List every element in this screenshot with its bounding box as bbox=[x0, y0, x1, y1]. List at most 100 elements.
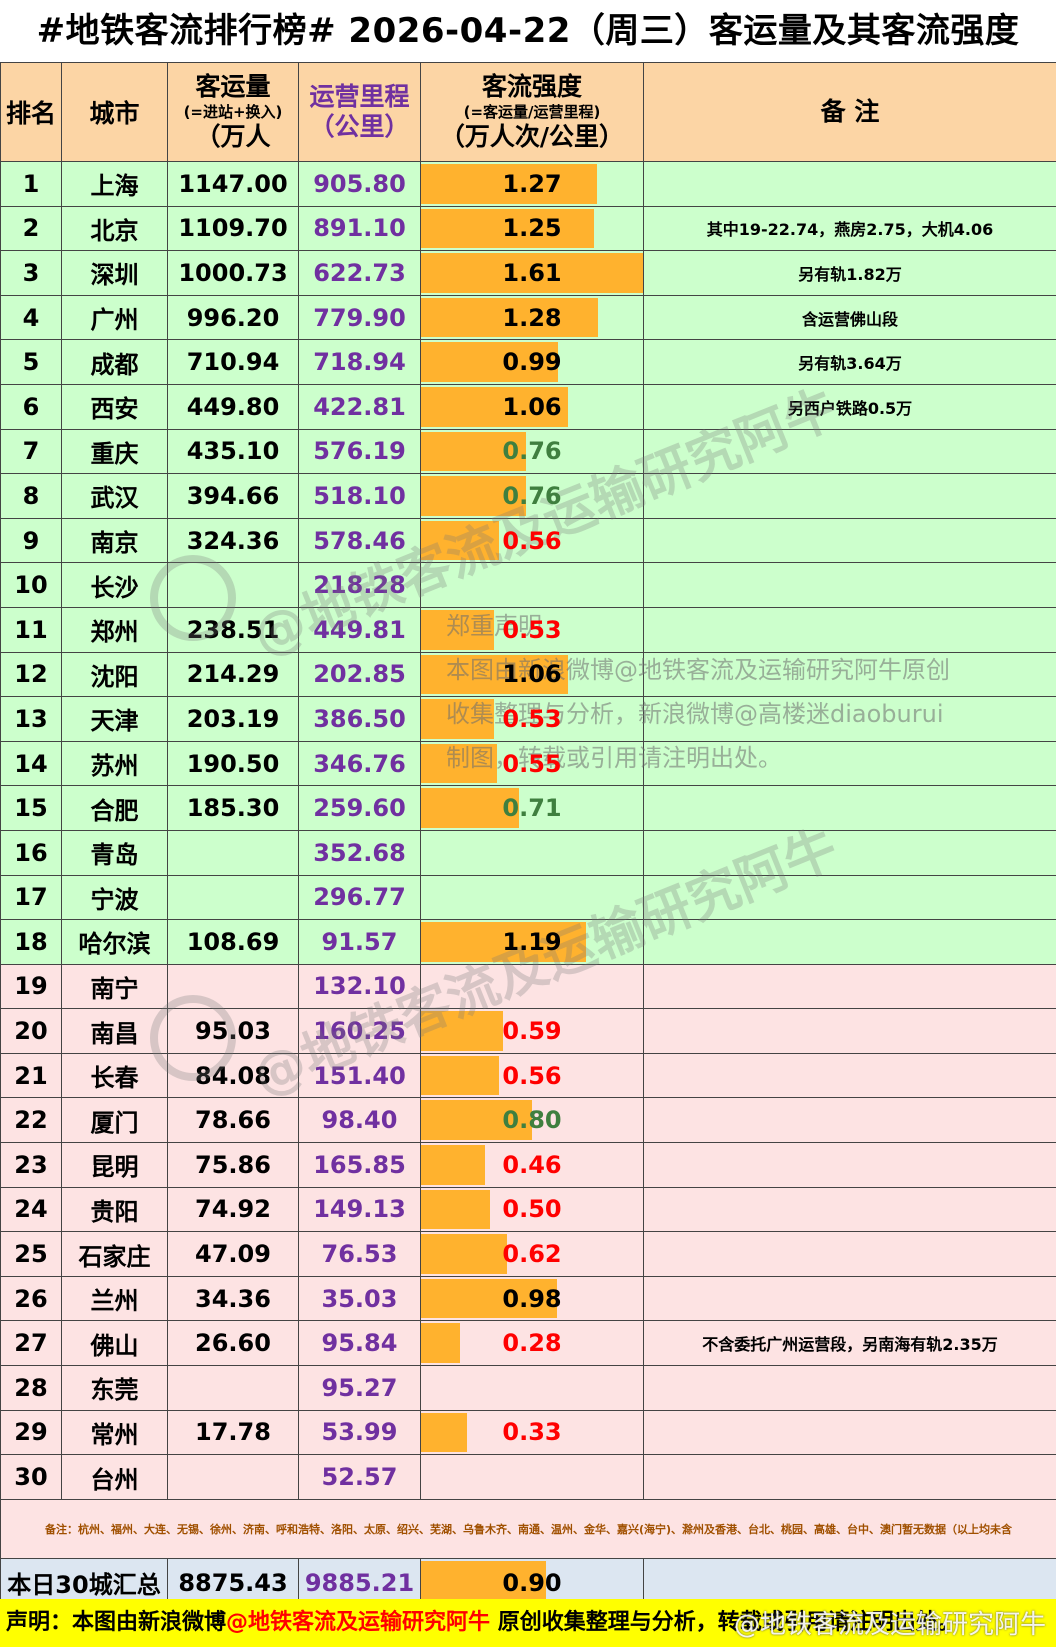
header-volume: 客运量 (=进站+换入) （万人 bbox=[167, 62, 299, 162]
flow-cell: 1.19 bbox=[420, 919, 644, 965]
table-row: 30 台州 52.57 bbox=[0, 1454, 1056, 1500]
km-cell: 218.28 bbox=[298, 562, 421, 608]
header-row: 排名 城市 客运量 (=进站+换入) （万人 运营里程 （公里） 客流强度 (=… bbox=[0, 62, 1056, 162]
note-cell bbox=[643, 785, 1056, 831]
city-cell: 深圳 bbox=[61, 250, 168, 296]
flow-value: 0.28 bbox=[502, 1329, 562, 1358]
flow-bar bbox=[421, 1011, 503, 1051]
flow-cell: 0.53 bbox=[420, 606, 644, 653]
volume-cell: 84.08 bbox=[167, 1052, 299, 1099]
km-cell: 891.10 bbox=[298, 205, 421, 252]
km-cell: 622.73 bbox=[298, 250, 421, 296]
flow-cell: 1.28 bbox=[420, 294, 644, 341]
city-cell: 长沙 bbox=[61, 562, 168, 608]
header-km: 运营里程 （公里） bbox=[298, 62, 421, 162]
flow-cell: 0.56 bbox=[420, 1052, 644, 1099]
flow-bar bbox=[421, 1189, 490, 1230]
city-cell: 成都 bbox=[61, 339, 168, 385]
km-cell: 98.40 bbox=[298, 1097, 421, 1144]
footnote-text: 备注：杭州、福州、大连、无锡、徐州、济南、呼和浩特、洛阳、太原、绍兴、芜湖、乌鲁… bbox=[0, 1498, 1056, 1559]
km-cell: 352.68 bbox=[298, 829, 421, 876]
declaration-suffix: 原创收集整理与分析，转载或引用请注明出处。 bbox=[490, 1610, 960, 1635]
city-cell: 沈阳 bbox=[61, 651, 168, 698]
volume-cell: 190.50 bbox=[167, 740, 299, 787]
flow-value: 0.80 bbox=[502, 1106, 562, 1135]
km-cell: 386.50 bbox=[298, 696, 421, 742]
flow-value: 1.61 bbox=[502, 258, 562, 287]
note-cell bbox=[643, 740, 1056, 787]
km-cell: 76.53 bbox=[298, 1231, 421, 1277]
volume-cell: 47.09 bbox=[167, 1231, 299, 1277]
volume-cell: 108.69 bbox=[167, 919, 299, 965]
flow-bar bbox=[421, 609, 494, 650]
note-cell bbox=[643, 829, 1056, 876]
note-cell bbox=[643, 428, 1056, 475]
flow-bar bbox=[421, 386, 568, 427]
rank-cell: 29 bbox=[0, 1409, 62, 1456]
rank-cell: 27 bbox=[0, 1320, 62, 1367]
rank-cell: 20 bbox=[0, 1008, 62, 1054]
flow-value: 0.50 bbox=[502, 1195, 562, 1224]
flow-value: 0.62 bbox=[502, 1240, 562, 1269]
volume-cell: 75.86 bbox=[167, 1142, 299, 1188]
flow-value: 0.98 bbox=[502, 1284, 562, 1313]
city-cell: 常州 bbox=[61, 1409, 168, 1456]
volume-cell bbox=[167, 562, 299, 608]
city-cell: 长春 bbox=[61, 1052, 168, 1099]
volume-cell: 238.51 bbox=[167, 606, 299, 653]
note-cell bbox=[643, 1231, 1056, 1277]
city-cell: 郑州 bbox=[61, 606, 168, 653]
volume-cell: 17.78 bbox=[167, 1409, 299, 1456]
table-row: 10 长沙 218.28 bbox=[0, 562, 1056, 608]
city-cell: 厦门 bbox=[61, 1097, 168, 1144]
table-row: 28 东莞 95.27 bbox=[0, 1365, 1056, 1411]
flow-cell: 0.76 bbox=[420, 428, 644, 475]
city-cell: 青岛 bbox=[61, 829, 168, 876]
table-row: 5 成都 710.94 718.94 0.99 另有轨3.64万 bbox=[0, 339, 1056, 385]
volume-cell: 324.36 bbox=[167, 517, 299, 564]
km-cell: 35.03 bbox=[298, 1275, 421, 1322]
note-cell bbox=[643, 874, 1056, 921]
rank-cell: 28 bbox=[0, 1365, 62, 1411]
flow-cell: 1.61 bbox=[420, 250, 644, 296]
km-cell: 149.13 bbox=[298, 1186, 421, 1233]
volume-cell bbox=[167, 963, 299, 1010]
volume-cell: 1000.73 bbox=[167, 250, 299, 296]
volume-cell: 435.10 bbox=[167, 428, 299, 475]
note-cell bbox=[643, 1186, 1056, 1233]
flow-cell: 1.27 bbox=[420, 161, 644, 207]
flow-value: 0.33 bbox=[502, 1418, 562, 1447]
flow-value: 0.99 bbox=[502, 348, 562, 377]
rank-cell: 8 bbox=[0, 473, 62, 519]
flow-cell bbox=[420, 963, 644, 1010]
rank-cell: 24 bbox=[0, 1186, 62, 1233]
note-cell: 其中19-22.74，燕房2.75，大机4.06 bbox=[643, 205, 1056, 252]
header-note: 备 注 bbox=[643, 62, 1056, 162]
city-cell: 西安 bbox=[61, 383, 168, 430]
note-cell bbox=[643, 1454, 1056, 1500]
flow-cell: 0.50 bbox=[420, 1186, 644, 1233]
flow-bar bbox=[421, 431, 526, 472]
table-row: 27 佛山 26.60 95.84 0.28 不含委托广州运营段，另南海有轨2.35万 bbox=[0, 1320, 1056, 1367]
note-cell bbox=[643, 963, 1056, 1010]
header-volume-formula: (=进站+换入) bbox=[183, 103, 283, 121]
rank-cell: 12 bbox=[0, 651, 62, 698]
volume-cell: 74.92 bbox=[167, 1186, 299, 1233]
table-row: 7 重庆 435.10 576.19 0.76 bbox=[0, 428, 1056, 475]
flow-cell: 0.76 bbox=[420, 473, 644, 519]
flow-bar bbox=[421, 1412, 467, 1453]
flow-bar bbox=[421, 476, 526, 516]
flow-bar bbox=[421, 1055, 499, 1096]
note-cell bbox=[643, 473, 1056, 519]
city-cell: 南昌 bbox=[61, 1008, 168, 1054]
note-cell: 不含委托广州运营段，另南海有轨2.35万 bbox=[643, 1320, 1056, 1367]
volume-cell bbox=[167, 1454, 299, 1500]
city-cell: 佛山 bbox=[61, 1320, 168, 1367]
table-row: 25 石家庄 47.09 76.53 0.62 bbox=[0, 1231, 1056, 1277]
declaration-handle-link[interactable]: @地铁客流及运输研究阿牛 bbox=[226, 1610, 491, 1635]
rank-cell: 30 bbox=[0, 1454, 62, 1500]
flow-bar bbox=[421, 164, 597, 204]
flow-bar bbox=[421, 1100, 532, 1141]
table-row: 24 贵阳 74.92 149.13 0.50 bbox=[0, 1186, 1056, 1233]
flow-value: 0.59 bbox=[502, 1017, 562, 1046]
